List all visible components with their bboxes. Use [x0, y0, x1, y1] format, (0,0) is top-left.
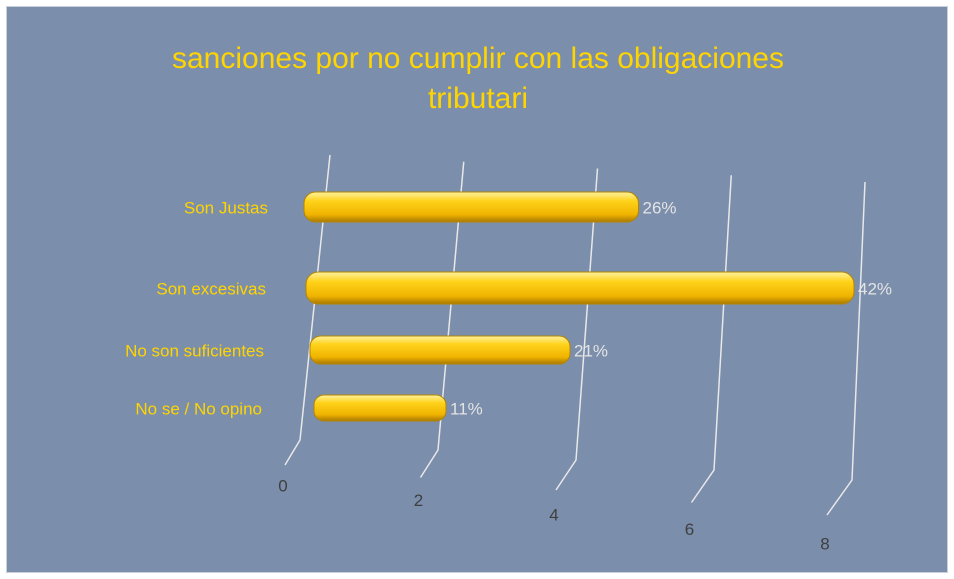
bar	[313, 394, 447, 422]
grid-line	[826, 181, 866, 516]
bar	[309, 335, 571, 365]
grid-line	[690, 175, 732, 503]
category-label: Son Justas	[184, 198, 268, 217]
chart-title: sanciones por no cumplir con las obligac…	[171, 42, 784, 115]
value-label: 42%	[858, 279, 892, 298]
bar	[305, 271, 855, 305]
x-tick-label: 2	[414, 491, 423, 510]
value-label: 21%	[574, 341, 608, 360]
bar	[303, 191, 639, 223]
x-tick-label: 0	[278, 476, 287, 495]
category-label: No son suficientes	[125, 341, 264, 360]
grid-line	[555, 168, 599, 491]
value-label: 26%	[643, 198, 677, 217]
category-label: No se / No opino	[135, 399, 262, 418]
value-label: 11%	[450, 399, 483, 418]
grid-line	[284, 154, 331, 466]
category-label: Son excesivas	[156, 279, 266, 298]
x-tick-label: 8	[820, 534, 829, 553]
x-tick-label: 6	[685, 520, 694, 539]
x-tick-label: 4	[549, 505, 558, 524]
grid-line	[419, 161, 465, 478]
